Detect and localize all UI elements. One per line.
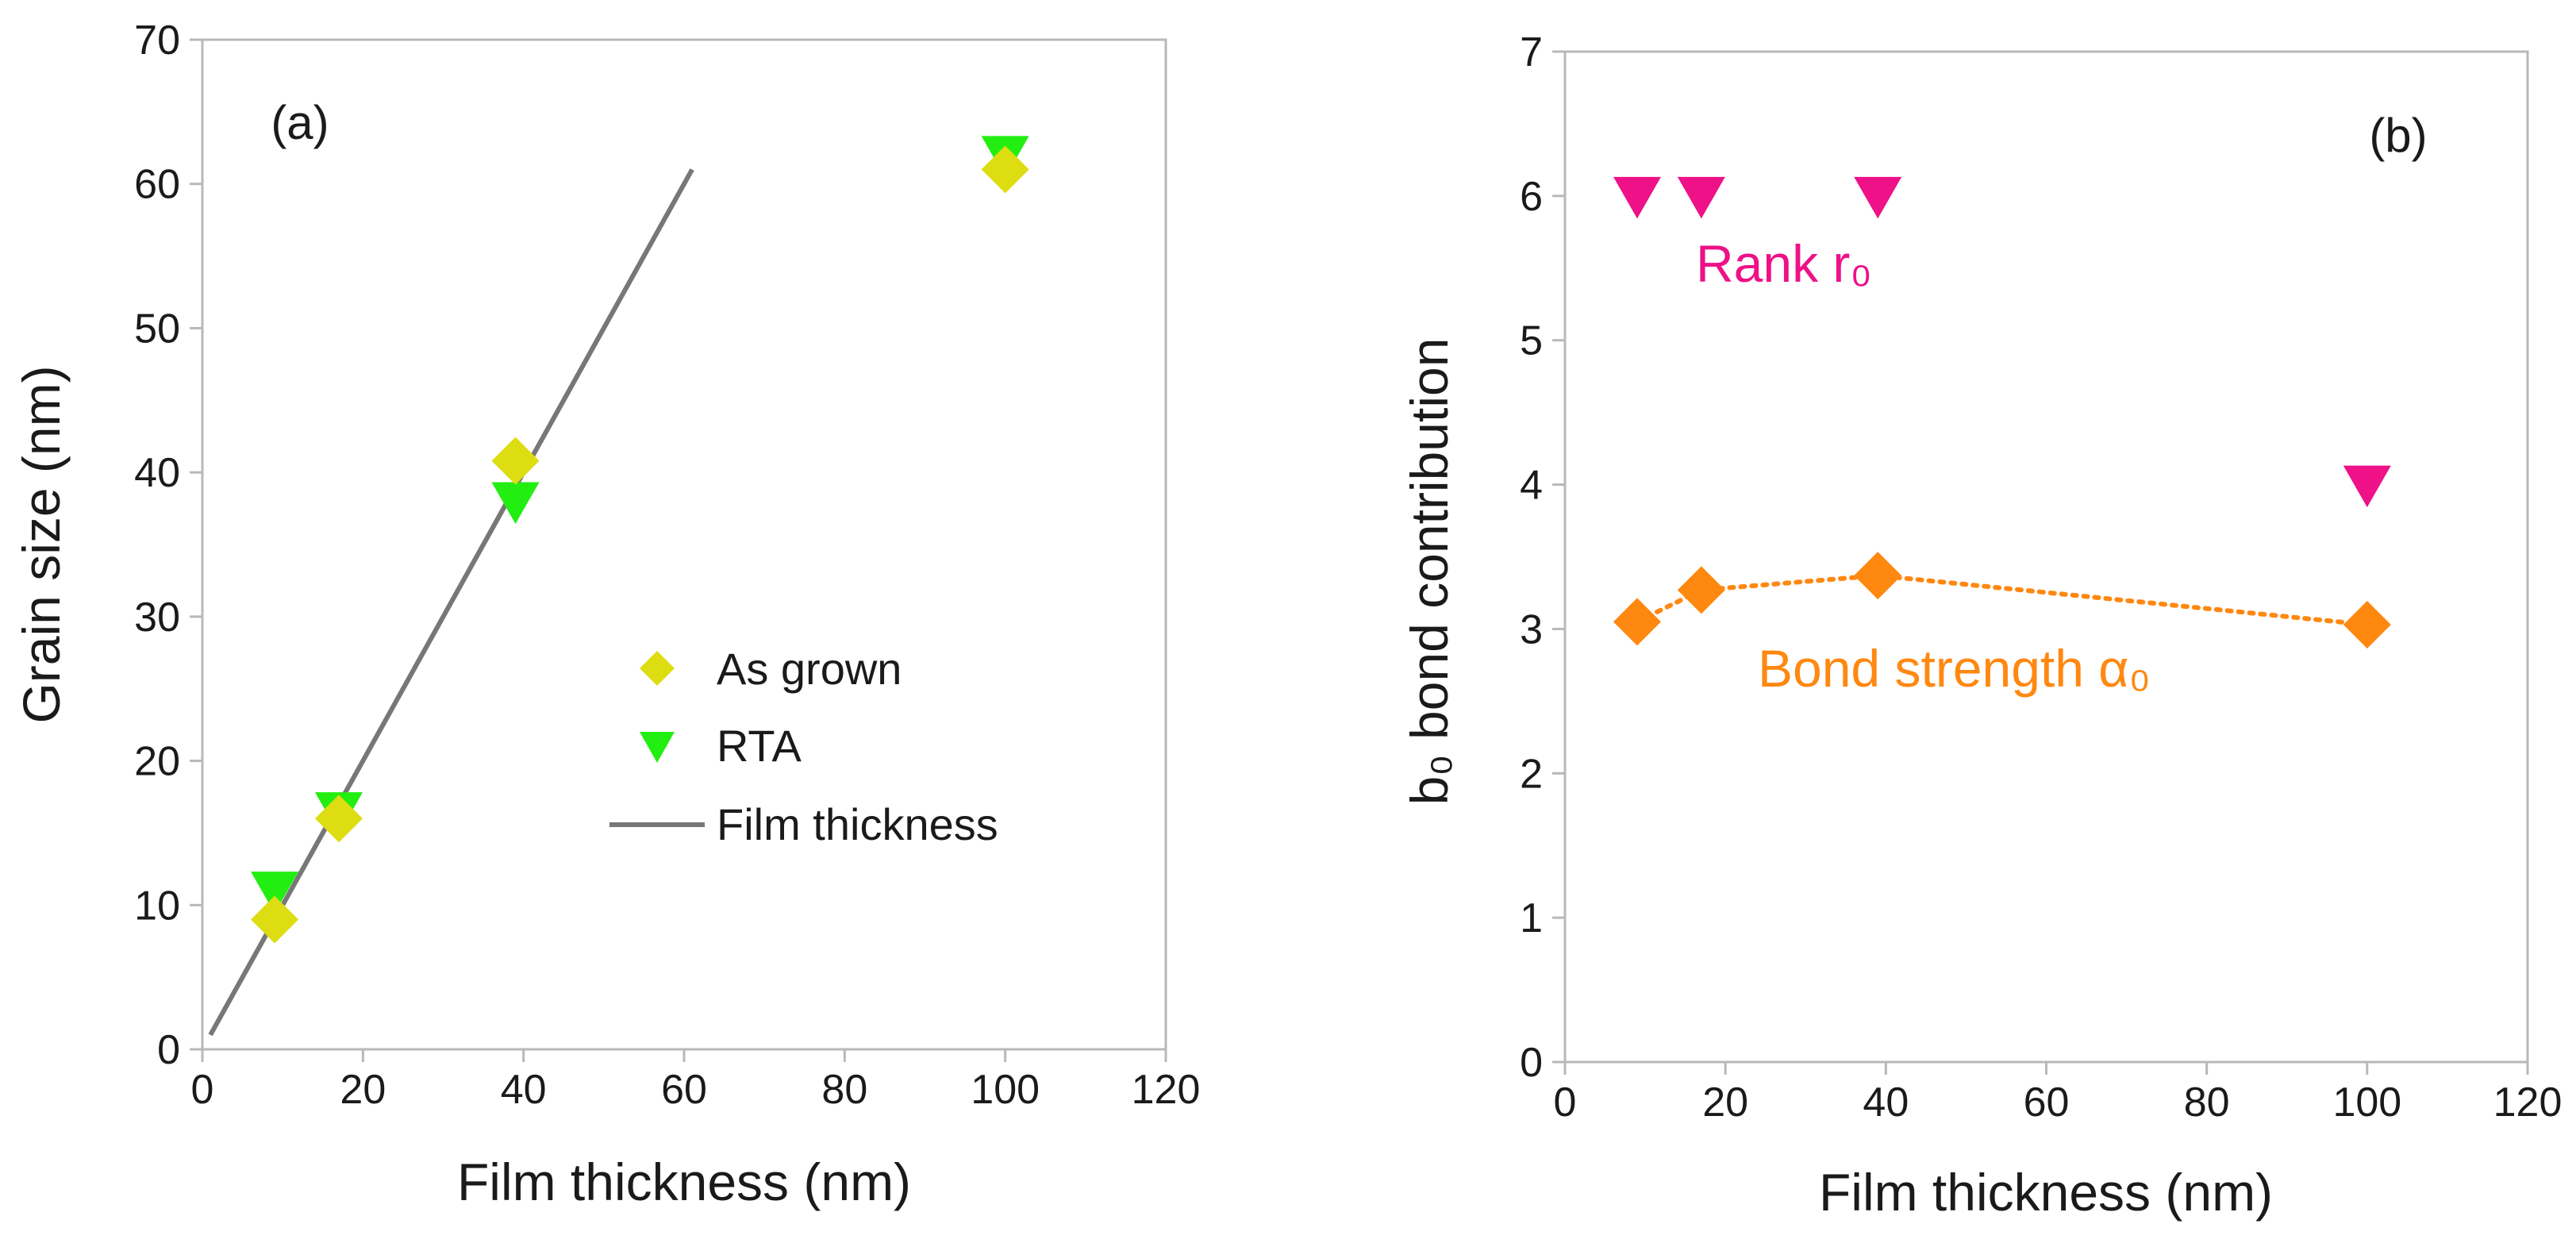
bond-strength-point: [2343, 600, 2391, 648]
panel-b-y-tick-label: 0: [1520, 1040, 1543, 1086]
panel-a-y-axis-label: Grain size (nm): [12, 365, 71, 723]
panel-a-y-tick-label: 0: [157, 1027, 180, 1073]
panel-a-x-axis-label: Film thickness (nm): [457, 1153, 911, 1211]
legend-as-grown-label: As grown: [717, 644, 902, 694]
rank-r-point: [1854, 176, 1902, 219]
legend-rta-marker: [640, 732, 675, 763]
panel-b-label: (b): [2369, 109, 2427, 162]
panel-a-x-tick-label: 0: [191, 1067, 214, 1113]
panel-b-bond-strength-line-group: [1634, 573, 2370, 627]
bond-strength-point: [1854, 552, 1902, 600]
as-grown-point: [981, 145, 1029, 194]
panel-a-y-tick-label: 20: [134, 739, 180, 785]
as-grown-point: [314, 795, 363, 843]
panel-b-x-tick-label: 40: [1863, 1079, 1909, 1126]
legend-as-grown-marker: [640, 651, 675, 686]
panel-b-y-tick-label: 3: [1520, 606, 1543, 652]
panel-a-grain-size-chart: 0 20 40 60 80 100 120 0 10 20 30 40 50 60 70 (a) Film …: [12, 17, 1200, 1211]
panel-b-y-tick-label: 5: [1520, 318, 1543, 364]
panel-b-x-tick-label: 120: [2493, 1079, 2563, 1126]
panel-a-x-tick-label: 20: [340, 1067, 386, 1113]
bond-strength-point: [1677, 566, 1725, 614]
panel-a-y-tick-label: 40: [134, 450, 180, 496]
panel-b-y-tick-label: 7: [1520, 29, 1543, 75]
rta-point: [491, 482, 540, 524]
bond-strength-dotted-line: [1634, 573, 2370, 627]
panel-b-y-tick-label: 4: [1520, 463, 1543, 509]
as-grown-point: [251, 895, 299, 944]
rank-r-point: [2343, 465, 2391, 508]
panel-a-label: (a): [271, 96, 329, 149]
panel-b-y-tick-label: 6: [1520, 174, 1543, 220]
annotation-bond-strength-alpha0: Bond strength α₀: [1758, 639, 2151, 698]
rank-r-point: [1613, 176, 1661, 219]
as-grown-point: [491, 437, 540, 485]
panel-b-x-tick-label: 0: [1554, 1079, 1577, 1126]
panel-a-y-tick-label: 50: [134, 306, 180, 352]
panel-a-plot-frame: [201, 38, 1167, 1051]
bond-strength-point: [1613, 598, 1661, 646]
panel-b-x-tick-label: 60: [2024, 1079, 2070, 1126]
panel-a-x-tick-label: 80: [821, 1067, 867, 1113]
panel-b-bond-contribution-chart: 0 20 40 60 80 100 120 0 1 2 3 4 5 6 7 (b) Film thickne…: [1400, 29, 2562, 1222]
panel-a-x-tick-label: 120: [1132, 1067, 1201, 1113]
panel-b-y-tick-label: 2: [1520, 751, 1543, 797]
panel-a-x-tick-label: 40: [501, 1067, 547, 1113]
panel-b-y-axis-label: b₀ bond contribution: [1400, 338, 1459, 806]
panel-a-ticks: 0 20 40 60 80 100 120 0 10 20 30 40 50 60 70: [134, 17, 1200, 1113]
panel-b-markers: [1613, 176, 2391, 648]
panel-a-legend: As grown RTA Film thickness: [609, 644, 998, 849]
panel-b-x-tick-label: 100: [2332, 1079, 2401, 1126]
panel-b-x-tick-label: 80: [2184, 1079, 2230, 1126]
panel-b-y-tick-label: 1: [1520, 895, 1543, 941]
annotation-rank-r0: Rank r₀: [1696, 234, 1872, 293]
panel-a-x-tick-label: 100: [971, 1067, 1040, 1113]
rta-point: [251, 872, 299, 914]
panel-a-markers: [251, 136, 1029, 944]
panel-b-x-axis-label: Film thickness (nm): [1819, 1163, 2273, 1222]
film-thickness-line: [208, 168, 694, 1037]
rank-r-point: [1677, 176, 1725, 219]
legend-film-thickness-label: Film thickness: [717, 799, 998, 849]
panel-a-y-tick-label: 60: [134, 162, 180, 208]
panel-a-y-tick-label: 10: [134, 883, 180, 929]
panel-b-ticks: 0 20 40 60 80 100 120 0 1 2 3 4 5 6 7: [1520, 29, 2562, 1126]
panel-a-y-tick-label: 70: [134, 17, 180, 63]
panel-a-x-tick-label: 60: [661, 1067, 707, 1113]
panel-a-film-thickness-line-group: [208, 168, 694, 1037]
legend-rta-label: RTA: [717, 721, 802, 771]
panel-b-x-tick-label: 20: [1702, 1079, 1748, 1126]
panel-a-y-tick-label: 30: [134, 595, 180, 641]
